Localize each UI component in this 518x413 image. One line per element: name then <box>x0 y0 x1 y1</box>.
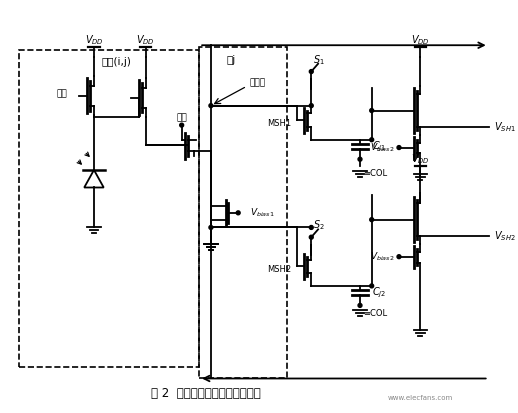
Circle shape <box>370 138 373 142</box>
Text: $V_{DD}$: $V_{DD}$ <box>136 33 155 47</box>
Text: $V_{bias2}$: $V_{bias2}$ <box>370 250 394 263</box>
Text: $V_{bias2}$: $V_{bias2}$ <box>370 141 394 154</box>
Circle shape <box>236 211 240 215</box>
Text: ≡COL: ≡COL <box>363 309 387 318</box>
Text: MSH1: MSH1 <box>267 119 291 128</box>
Circle shape <box>180 123 183 127</box>
Circle shape <box>309 69 313 74</box>
Text: $V_{bias1}$: $V_{bias1}$ <box>250 206 275 219</box>
Text: 行选: 行选 <box>176 113 187 122</box>
Text: 像素(i,j): 像素(i,j) <box>102 57 132 67</box>
Text: 复位: 复位 <box>56 90 67 98</box>
Text: 图 2  有源像素双采样电路结构图: 图 2 有源像素双采样电路结构图 <box>151 387 261 400</box>
Bar <box>199 47 287 378</box>
Text: www.elecfans.com: www.elecfans.com <box>388 395 453 401</box>
Circle shape <box>309 104 313 108</box>
Bar <box>19 50 199 367</box>
Circle shape <box>370 109 373 112</box>
Text: $S_1$: $S_1$ <box>313 53 325 67</box>
Circle shape <box>358 157 362 161</box>
Circle shape <box>309 225 313 229</box>
Circle shape <box>370 284 373 288</box>
Text: ≡COL: ≡COL <box>363 169 387 178</box>
Circle shape <box>397 146 401 150</box>
Text: 列总线: 列总线 <box>250 79 266 88</box>
Circle shape <box>397 255 401 259</box>
Text: MSH2: MSH2 <box>267 265 291 274</box>
Circle shape <box>370 218 373 222</box>
Circle shape <box>309 235 313 239</box>
Text: $V_{SH2}$: $V_{SH2}$ <box>494 229 515 243</box>
Circle shape <box>358 304 362 307</box>
Text: 列j: 列j <box>227 55 236 65</box>
Text: $C_{j2}$: $C_{j2}$ <box>372 285 386 300</box>
Circle shape <box>209 104 213 108</box>
Circle shape <box>209 225 213 229</box>
Text: $C_{j1}$: $C_{j1}$ <box>372 139 386 154</box>
Text: $V_{DD}$: $V_{DD}$ <box>411 33 430 47</box>
Text: $V_{DD}$: $V_{DD}$ <box>84 33 104 47</box>
Text: $V_{SH1}$: $V_{SH1}$ <box>494 120 515 134</box>
Text: $V_{DD}$: $V_{DD}$ <box>411 152 430 166</box>
Text: $S_2$: $S_2$ <box>313 218 325 233</box>
